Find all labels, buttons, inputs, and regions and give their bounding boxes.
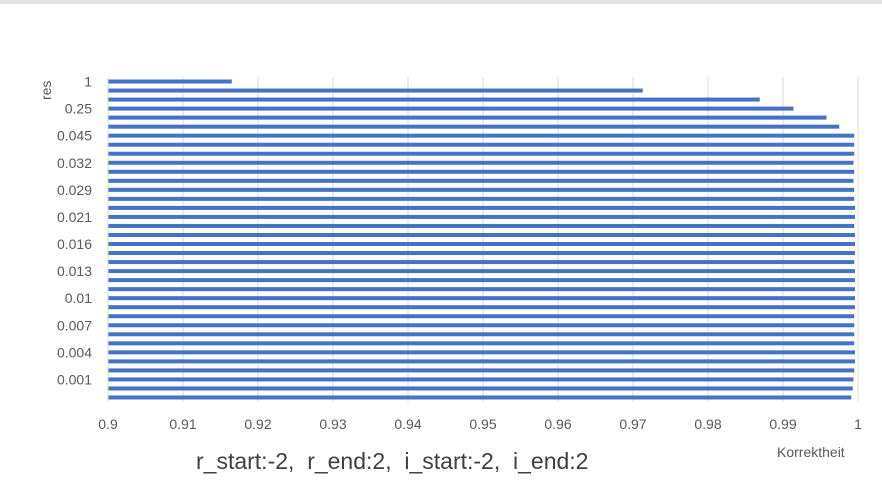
x-tick-label: 1 [854, 416, 862, 432]
x-tick-label: 0.93 [319, 416, 346, 432]
bar [108, 278, 855, 283]
bar [108, 223, 855, 228]
bar [108, 88, 643, 93]
bar [108, 386, 853, 391]
y-tick-label: 0.013 [57, 263, 92, 279]
bar [108, 269, 855, 274]
bar [108, 106, 794, 111]
bar [108, 169, 855, 174]
x-tick-label: 0.94 [394, 416, 421, 432]
bar [108, 323, 855, 328]
bar [108, 133, 855, 138]
bar [108, 296, 855, 301]
bar [108, 124, 840, 129]
y-axis-title: res [38, 81, 54, 100]
y-tick-label: 0.016 [57, 236, 92, 252]
bar [108, 160, 854, 165]
bar [108, 214, 855, 219]
bar [108, 151, 855, 156]
bar [108, 196, 855, 201]
x-axis-title: Korrektheit [777, 444, 845, 460]
bar [108, 377, 854, 382]
bars [108, 79, 855, 400]
bar [108, 178, 854, 183]
y-tick-label: 0.032 [57, 155, 92, 171]
bar [108, 332, 855, 337]
x-tick-label: 0.97 [619, 416, 646, 432]
y-tick-labels: 1 0.25 0.045 0.032 0.029 0.021 0.016 0.013 0.01 0… [57, 74, 92, 388]
bar [108, 359, 855, 364]
bar [108, 395, 852, 400]
bar [108, 368, 855, 373]
y-tick-label: 0.004 [57, 344, 92, 360]
y-tick-label: 0.01 [65, 290, 92, 306]
bar [108, 142, 855, 147]
bar [108, 314, 855, 319]
y-tick-label: 0.25 [65, 101, 92, 117]
bar [108, 79, 232, 84]
bar [108, 341, 855, 346]
y-tick-label: 0.045 [57, 128, 92, 144]
x-tick-label: 0.96 [544, 416, 571, 432]
bar [108, 115, 827, 120]
top-border [0, 0, 882, 4]
y-tick-label: 0.021 [57, 209, 92, 225]
chart-subtitle: r_start:-2, r_end:2, i_start:-2, i_end:2 [196, 448, 589, 474]
x-tick-label: 0.91 [169, 416, 196, 432]
x-tick-label: 0.9 [98, 416, 118, 432]
y-tick-label: 0.029 [57, 182, 92, 198]
grid-lines [182, 77, 859, 402]
bar [108, 97, 760, 102]
x-tick-label: 0.99 [769, 416, 796, 432]
y-tick-label: 0.001 [57, 371, 92, 387]
x-tick-label: 0.95 [469, 416, 496, 432]
bar [108, 287, 855, 292]
bar [108, 232, 855, 237]
y-tick-label: 1 [84, 74, 92, 90]
bar [108, 260, 855, 265]
x-tick-label: 0.92 [244, 416, 271, 432]
x-tick-labels: 0.9 0.91 0.92 0.93 0.94 0.95 0.96 0.97 0.98 0.99 1 [98, 416, 862, 432]
bar [108, 242, 855, 247]
bar [108, 187, 855, 192]
y-tick-label: 0.007 [57, 317, 92, 333]
bar [108, 305, 855, 310]
bar [108, 350, 855, 355]
bar [108, 205, 855, 210]
bar [108, 251, 855, 256]
x-tick-label: 0.98 [694, 416, 721, 432]
